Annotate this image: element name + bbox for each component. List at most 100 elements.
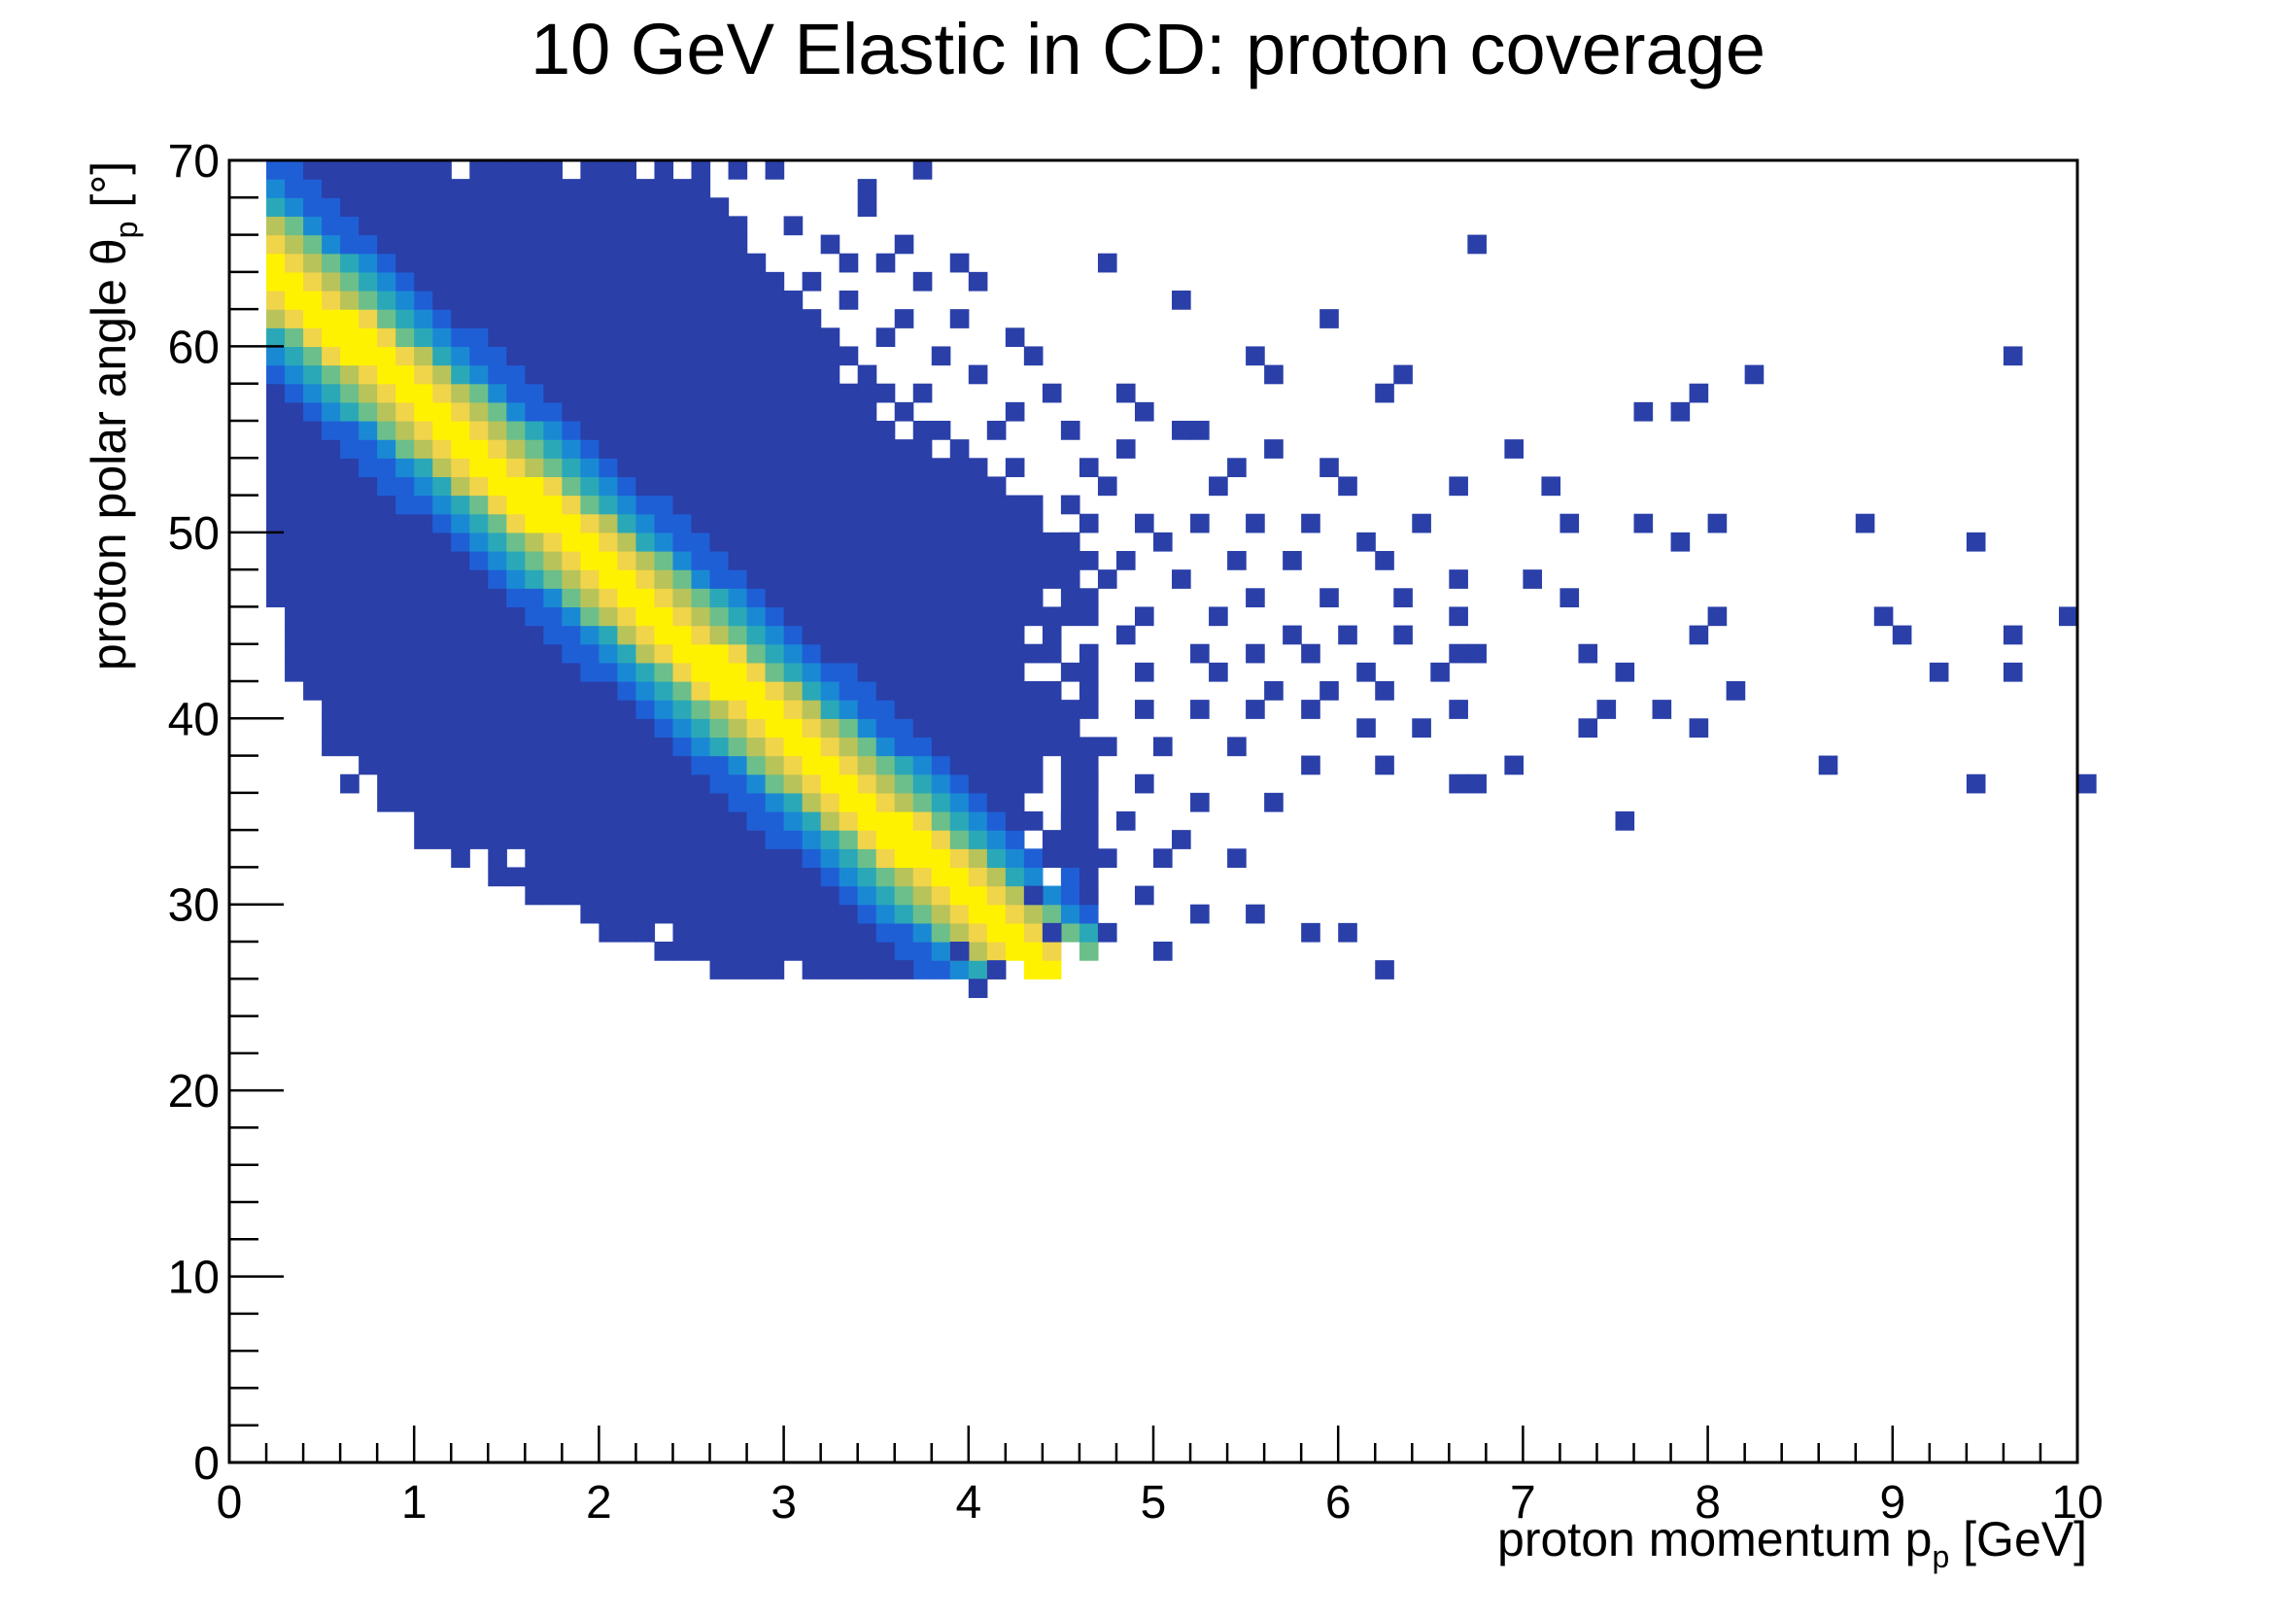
heatmap-cell xyxy=(580,904,600,924)
heatmap-hot-cell xyxy=(359,309,378,328)
heatmap-hot-cell xyxy=(1079,942,1099,961)
heatmap-cell xyxy=(432,179,452,198)
heatmap-sparse-cell xyxy=(1356,662,1376,682)
heatmap-cell xyxy=(414,160,433,180)
heatmap-sparse-cell xyxy=(728,216,748,236)
heatmap-cell xyxy=(599,922,619,943)
heatmap-cell xyxy=(912,458,933,478)
heatmap-cell xyxy=(820,458,840,478)
heatmap-hot-cell xyxy=(728,588,748,608)
heatmap-hot-cell xyxy=(599,606,619,627)
heatmap-cell xyxy=(285,606,304,627)
heatmap-cell xyxy=(322,737,341,757)
heatmap-hot-cell xyxy=(691,532,711,552)
heatmap-hot-cell xyxy=(488,421,507,440)
heatmap-hot-cell xyxy=(377,364,396,385)
heatmap-hot-cell xyxy=(746,606,767,627)
heatmap-cell xyxy=(875,458,896,478)
heatmap-cell xyxy=(654,848,674,869)
heatmap-hot-cell xyxy=(414,383,433,403)
heatmap-cell xyxy=(839,495,859,515)
heatmap-cell xyxy=(820,643,840,664)
heatmap-cell xyxy=(469,643,489,664)
heatmap-sparse-cell xyxy=(857,383,877,403)
heatmap-hot-cell xyxy=(839,885,859,906)
heatmap-cell xyxy=(783,476,804,497)
heatmap-cell xyxy=(580,346,600,366)
heatmap-cell xyxy=(506,700,526,719)
heatmap-cell xyxy=(340,160,360,180)
heatmap-cell xyxy=(968,532,988,552)
heatmap-hot-cell xyxy=(432,327,452,348)
heatmap-cell xyxy=(765,271,785,292)
heatmap-hot-cell xyxy=(599,662,619,682)
heatmap-cell xyxy=(1005,811,1025,831)
heatmap-cell xyxy=(691,309,711,328)
heatmap-cell xyxy=(285,643,304,664)
heatmap-cell xyxy=(359,718,378,739)
heatmap-hot-cell xyxy=(506,495,526,515)
heatmap-cell xyxy=(506,737,526,757)
heatmap-cell xyxy=(635,309,656,328)
heatmap-cell xyxy=(635,718,656,739)
heatmap-cell xyxy=(765,551,785,570)
heatmap-cell xyxy=(857,532,877,552)
heatmap-hot-cell xyxy=(635,569,656,589)
heatmap-cell xyxy=(285,495,304,515)
heatmap-hot-cell xyxy=(857,867,877,887)
heatmap-cell xyxy=(395,216,415,236)
heatmap-cell xyxy=(635,439,656,459)
heatmap-cell xyxy=(931,569,951,589)
heatmap-cell xyxy=(1005,662,1025,682)
heatmap-hot-cell xyxy=(912,848,933,869)
heatmap-sparse-cell xyxy=(1209,662,1228,682)
heatmap-hot-cell xyxy=(469,327,489,348)
heatmap-cell xyxy=(931,476,951,497)
heatmap-cell xyxy=(322,625,341,645)
heatmap-hot-cell xyxy=(377,271,396,292)
heatmap-cell xyxy=(691,327,711,348)
heatmap-cell xyxy=(746,532,767,552)
heatmap-hot-cell xyxy=(580,643,600,664)
heatmap-cell xyxy=(635,811,656,831)
heatmap-cell xyxy=(746,513,767,533)
heatmap-cell xyxy=(709,495,730,515)
heatmap-hot-cell xyxy=(617,513,637,533)
heatmap-hot-cell xyxy=(340,309,360,328)
heatmap-cell xyxy=(303,606,323,627)
heatmap-hot-cell xyxy=(875,700,896,719)
heatmap-cell xyxy=(599,439,619,459)
x-tick-label: 0 xyxy=(217,1477,243,1529)
heatmap-cell xyxy=(783,904,804,924)
heatmap-cell xyxy=(894,476,914,497)
heatmap-cell xyxy=(931,643,951,664)
heatmap-cell xyxy=(1079,588,1099,608)
heatmap-cell xyxy=(986,718,1007,739)
heatmap-hot-cell xyxy=(506,401,526,422)
heatmap-hot-cell xyxy=(839,662,859,682)
heatmap-cell xyxy=(635,458,656,478)
heatmap-cell xyxy=(580,271,600,292)
heatmap-hot-cell xyxy=(802,737,822,757)
heatmap-cell xyxy=(709,401,730,422)
heatmap-cell xyxy=(1079,643,1099,664)
heatmap-cell xyxy=(635,848,656,869)
heatmap-hot-cell xyxy=(432,383,452,403)
heatmap-cell xyxy=(765,904,785,924)
heatmap-sparse-cell xyxy=(1412,718,1431,739)
heatmap-cell xyxy=(599,737,619,757)
heatmap-cell xyxy=(377,532,396,552)
heatmap-hot-cell xyxy=(580,625,600,645)
heatmap-sparse-cell xyxy=(1246,700,1265,719)
heatmap-cell xyxy=(469,234,489,255)
heatmap-hot-cell xyxy=(783,774,804,794)
heatmap-hot-cell xyxy=(469,439,489,459)
heatmap-sparse-cell xyxy=(912,271,933,292)
heatmap-cell xyxy=(857,588,877,608)
heatmap-hot-cell xyxy=(968,904,988,924)
heatmap-cell xyxy=(691,179,711,198)
heatmap-hot-cell xyxy=(395,271,415,292)
heatmap-cell xyxy=(580,718,600,739)
heatmap-hot-cell xyxy=(451,495,470,515)
heatmap-sparse-cell xyxy=(1301,755,1320,775)
